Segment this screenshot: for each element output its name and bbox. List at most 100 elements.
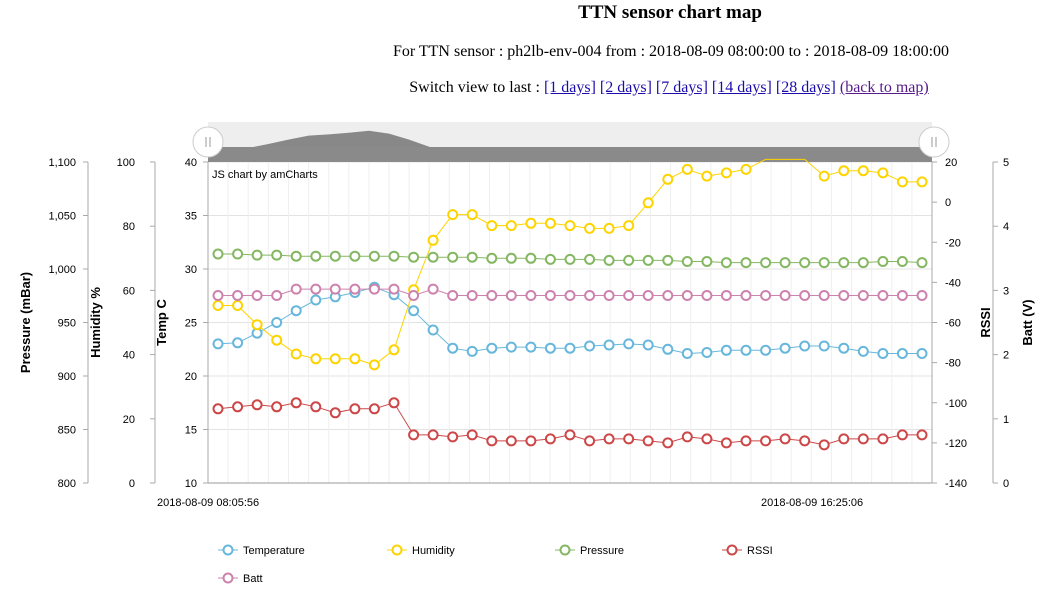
rssi-point	[584, 435, 596, 447]
link-14-days[interactable]: [14 days]	[711, 79, 772, 96]
link-28-days[interactable]: [28 days]	[775, 79, 836, 96]
temperature-point	[447, 342, 459, 354]
temperature-point	[505, 341, 517, 353]
batt-point	[681, 290, 693, 301]
rssi-point	[388, 397, 400, 409]
switch-view-bar: Switch view to last : [1 days] [2 days] [7…	[0, 79, 1053, 97]
humidity-point	[896, 176, 908, 188]
scrollbar-right-handle[interactable]	[918, 126, 950, 158]
rssi-tick-label: -40	[945, 277, 961, 289]
temperature-point	[857, 345, 869, 357]
temperature-point	[212, 338, 224, 350]
pressure-point	[232, 248, 244, 260]
pressure-point	[642, 254, 654, 266]
pressure-point	[368, 250, 380, 262]
temperature-point	[271, 317, 283, 328]
temperature-point	[310, 294, 322, 306]
rssi-point	[779, 433, 791, 445]
pressure-point	[818, 257, 830, 269]
humidity-point	[662, 173, 674, 185]
humidity-point	[584, 222, 596, 234]
legend-item-temperature[interactable]: Temperature	[218, 544, 305, 557]
batt-tick-label: 2	[1003, 350, 1009, 362]
pressure-point	[603, 254, 615, 266]
batt-point	[349, 283, 361, 295]
temp-tick-label: 40	[185, 157, 197, 169]
pressure-point	[212, 248, 224, 260]
switch-view-label: Switch view to last :	[409, 79, 540, 96]
pressure-tick-label: 1,000	[48, 264, 76, 276]
humidity-point	[427, 234, 439, 246]
humidity-point	[232, 300, 244, 311]
batt-point	[271, 290, 283, 301]
legend-item-rssi[interactable]: RSSI	[722, 544, 773, 557]
humidity-axis-title: Humidity %	[88, 287, 103, 358]
link-7-days[interactable]: [7 days]	[655, 79, 708, 96]
humidity-point	[740, 163, 752, 175]
temperature-point	[290, 305, 302, 317]
rssi-point	[760, 435, 772, 447]
temperature-point	[818, 340, 830, 352]
batt-point	[232, 290, 244, 301]
humidity-point	[310, 353, 322, 365]
batt-axis-title: Batt (V)	[1020, 299, 1035, 345]
rssi-point	[525, 435, 537, 447]
batt-point	[290, 283, 302, 295]
scrollbar-selection	[208, 147, 932, 162]
humidity-tick-label: 20	[123, 414, 135, 426]
pressure-point	[681, 256, 693, 267]
rssi-point	[818, 439, 830, 451]
temperature-point	[916, 348, 928, 359]
rssi-tick-label: -80	[945, 358, 961, 370]
rssi-point	[799, 435, 811, 447]
batt-tick-label: 5	[1003, 157, 1009, 169]
rssi-axis-title: RSSI	[978, 307, 993, 337]
pressure-point	[779, 257, 791, 269]
scrollbar-left-handle[interactable]	[192, 126, 224, 158]
rssi-point	[290, 397, 302, 409]
link-2-days[interactable]: [2 days]	[599, 79, 652, 96]
legend-item-humidity[interactable]: Humidity	[387, 544, 455, 557]
pressure-tick-label: 950	[58, 318, 76, 330]
batt-point	[720, 290, 732, 301]
humidity-point	[544, 217, 556, 229]
batt-point	[388, 283, 400, 295]
humidity-point	[466, 209, 478, 221]
rssi-point	[212, 403, 224, 415]
pressure-point	[740, 257, 752, 269]
pressure-point	[623, 254, 635, 266]
rssi-point	[329, 407, 341, 419]
batt-point	[310, 283, 322, 295]
batt-point	[857, 290, 869, 301]
humidity-point	[857, 165, 869, 177]
pressure-axis-title: Pressure (mBar)	[18, 272, 33, 373]
humidity-point	[525, 217, 537, 229]
link-back-to-map[interactable]: (back to map)	[839, 79, 929, 96]
pressure-point	[857, 257, 869, 269]
pressure-point	[662, 254, 674, 266]
page-title: TTN sensor chart map	[578, 2, 762, 23]
pressure-point	[486, 252, 498, 264]
batt-point	[603, 290, 615, 301]
legend-item-batt[interactable]: Batt	[218, 572, 263, 585]
rssi-point	[740, 435, 752, 447]
pressure-tick-label: 800	[58, 478, 76, 490]
pressure-point	[720, 257, 732, 269]
pressure-point	[310, 250, 322, 262]
humidity-point	[642, 197, 654, 209]
temperature-point	[740, 344, 752, 356]
link-1-days[interactable]: [1 days]	[543, 79, 596, 96]
batt-point	[779, 290, 791, 301]
batt-point	[486, 290, 498, 301]
batt-point	[740, 290, 752, 301]
batt-point	[466, 290, 478, 301]
temp-axis-title: Temp C	[154, 299, 169, 346]
legend-item-pressure[interactable]: Pressure	[555, 544, 624, 557]
batt-point	[447, 290, 459, 301]
pressure-point	[584, 253, 596, 265]
pressure-point	[877, 256, 889, 267]
rssi-point	[642, 435, 654, 447]
batt-point	[623, 290, 635, 301]
rssi-tick-label: 0	[945, 197, 951, 209]
humidity-point	[623, 220, 635, 232]
